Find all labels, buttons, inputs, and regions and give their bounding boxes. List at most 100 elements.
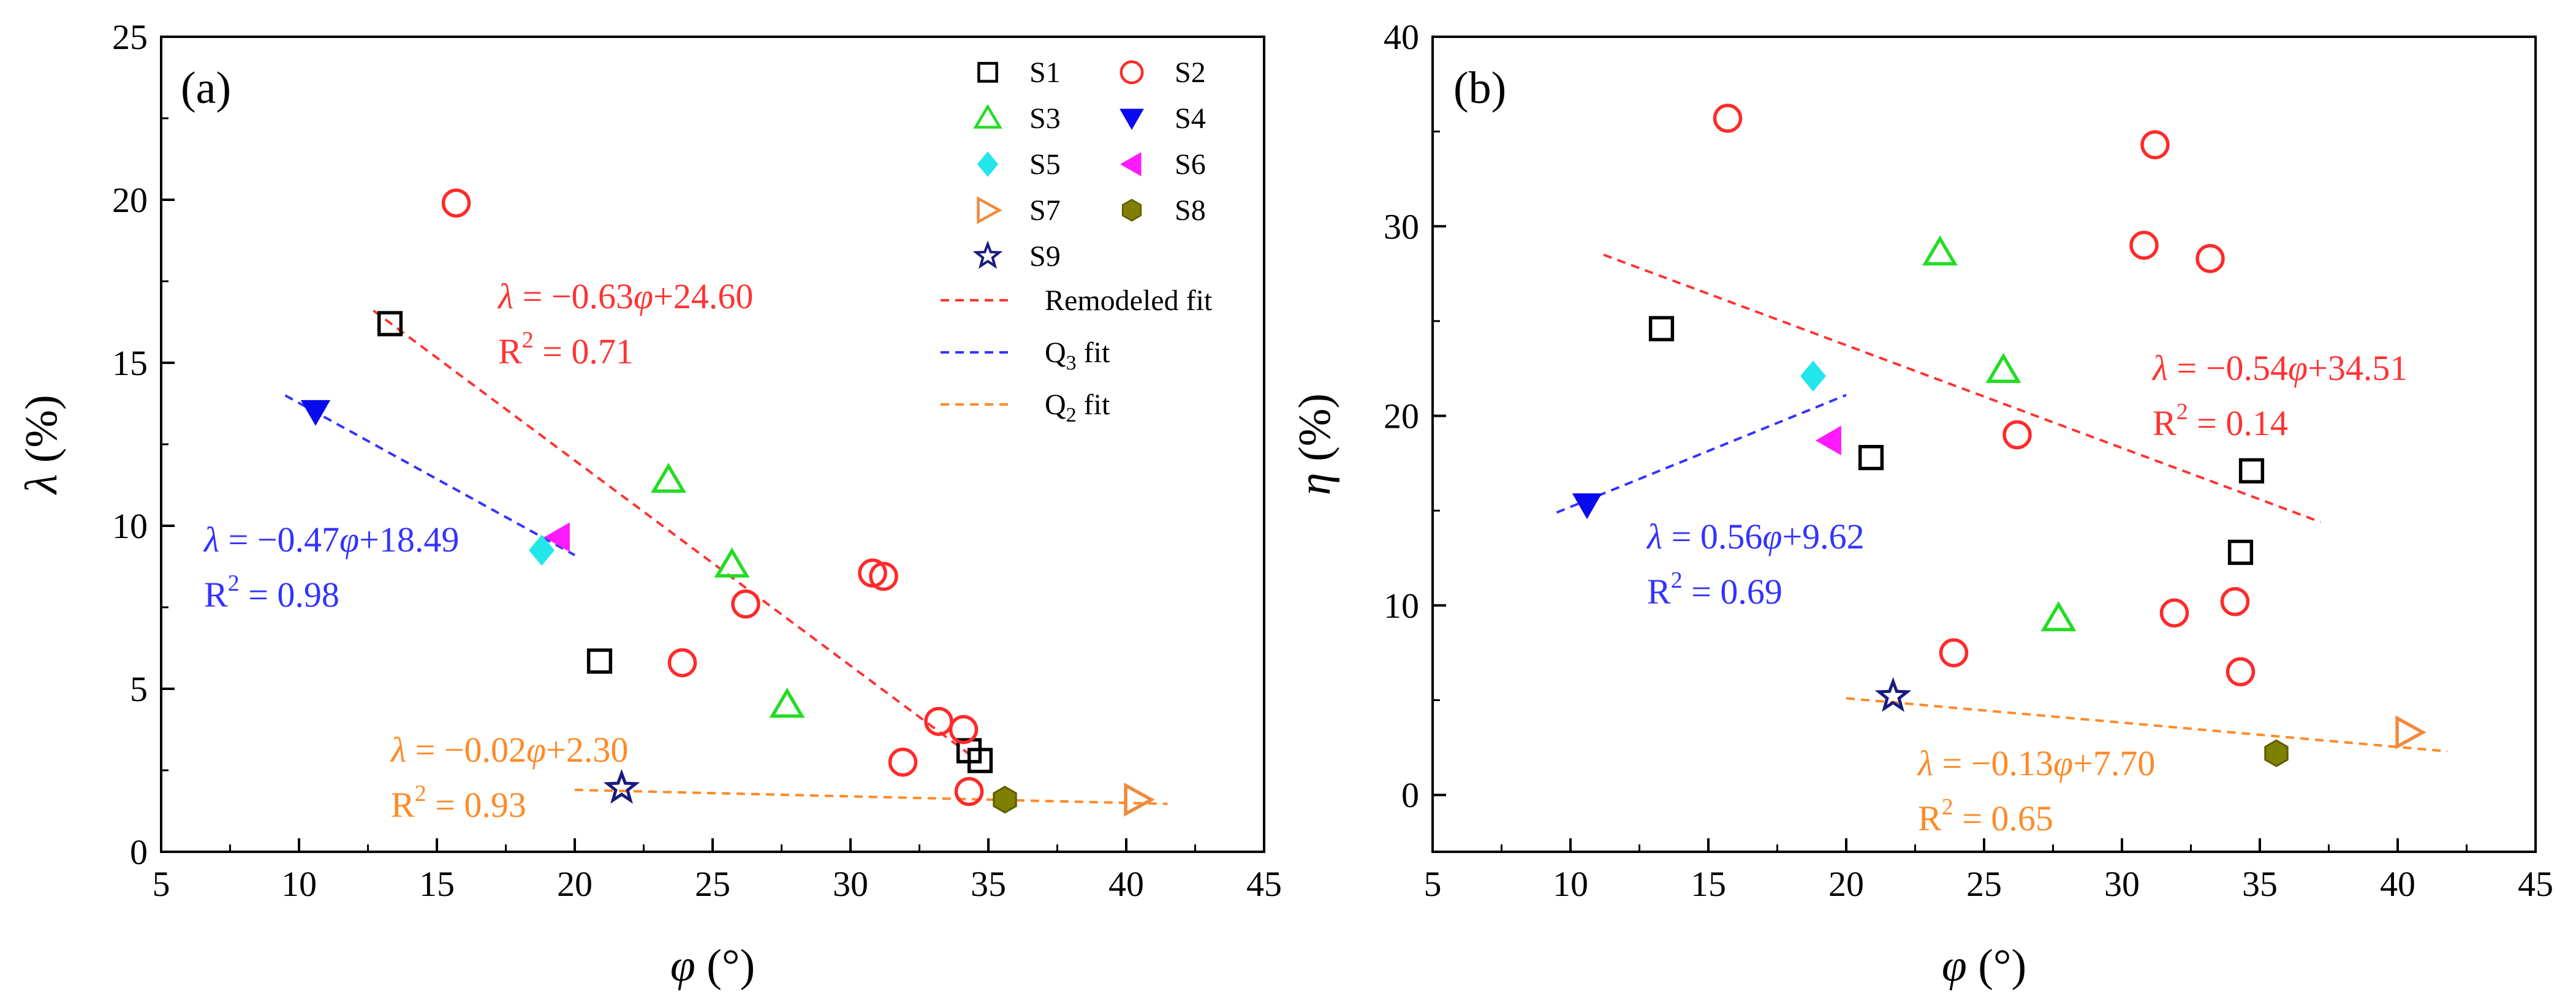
y-axis: 0 5 10 15 20 25 — [112, 17, 175, 872]
fit-lines — [1556, 253, 2448, 753]
point-s3 — [2040, 601, 2077, 632]
x-tick-label: 15 — [1691, 864, 1726, 904]
x-axis: 5 10 15 20 25 30 35 40 45 — [153, 838, 1282, 904]
x-axis: 5 10 15 20 25 30 35 40 45 — [1424, 838, 2553, 904]
point-s2 — [869, 561, 898, 591]
legend-entry-s4: S4 — [1119, 102, 1206, 135]
remodeled-r-squared: R2 = 0.14 — [2153, 399, 2288, 443]
y-tick-label: 0 — [1401, 775, 1419, 815]
legend-line-label: Remodeled fit — [1045, 284, 1213, 317]
legend-marker-s5 — [977, 151, 999, 177]
point-s2 — [1939, 638, 1969, 667]
plot-frame — [160, 36, 1265, 853]
point-s1 — [586, 648, 613, 674]
y-tick-label: 25 — [112, 17, 148, 57]
y-tick-label: 15 — [112, 343, 148, 383]
x-tick-label: 40 — [2380, 864, 2415, 904]
point-s9 — [1874, 677, 1912, 712]
legend-entry-s3: S3 — [973, 102, 1061, 135]
legend-line-entry-1: Q3 fit — [941, 336, 1110, 374]
x-tick-label: 35 — [2242, 864, 2278, 904]
point-s3 — [769, 688, 805, 718]
x-tick-label: 20 — [557, 864, 593, 904]
legend-marker-s9 — [972, 240, 1003, 269]
y-axis-label: λ (%) — [17, 395, 67, 495]
legend-entry-s6: S6 — [1120, 148, 1206, 181]
x-tick-label: 45 — [2518, 864, 2553, 904]
point-s2 — [441, 188, 471, 218]
y-tick-label: 5 — [130, 669, 148, 709]
panel-label: (a) — [181, 63, 231, 113]
y-tick-label: 40 — [1384, 17, 1419, 57]
legend-label-s8: S8 — [1175, 194, 1206, 227]
legend-entry-s1: S1 — [977, 56, 1061, 89]
point-s3 — [714, 547, 750, 578]
data-markers — [300, 188, 1155, 817]
point-s2 — [1713, 104, 1743, 133]
x-axis-label: φ (°) — [1942, 941, 2026, 991]
y-tick-label: 30 — [1384, 207, 1419, 246]
legend-marker-s4 — [1119, 108, 1144, 130]
legend-marker-s7 — [977, 196, 1002, 224]
x-tick-label: 45 — [1246, 864, 1282, 904]
q2-fit-equation: λ = −0.13φ+7.70 — [1917, 743, 2155, 783]
q2-fit-equation: λ = −0.02φ+2.30 — [390, 730, 628, 770]
point-s3 — [651, 463, 686, 493]
x-tick-label: 10 — [281, 864, 317, 904]
legend-label-s6: S6 — [1175, 148, 1206, 181]
legend-entry-s8: S8 — [1121, 194, 1206, 227]
legend-label-s5: S5 — [1029, 148, 1061, 181]
x-tick-label: 10 — [1553, 864, 1588, 904]
point-s3 — [1922, 235, 1958, 266]
point-s2 — [2226, 657, 2256, 686]
point-s1 — [2227, 539, 2254, 565]
point-s6 — [544, 522, 570, 552]
y-tick-label: 20 — [112, 180, 148, 220]
legend-entry-s9: S9 — [972, 240, 1061, 273]
q2-fit-line — [574, 788, 1168, 805]
x-tick-label: 5 — [153, 864, 170, 904]
point-s2 — [731, 589, 760, 619]
point-s3 — [1985, 352, 2021, 383]
legend-label-s2: S2 — [1175, 56, 1206, 89]
x-tick-label: 25 — [1966, 864, 2002, 904]
y-tick-label: 0 — [130, 832, 148, 872]
plot-frame — [1431, 36, 2537, 853]
x-tick-label: 35 — [971, 864, 1006, 904]
point-s4 — [300, 400, 331, 426]
y-tick-label: 10 — [112, 506, 148, 546]
x-tick-label: 30 — [833, 864, 868, 904]
legend-line-entry-2: Q2 fit — [941, 389, 1110, 427]
point-s6 — [1815, 425, 1841, 455]
legend-entry-s2: S2 — [1119, 56, 1206, 89]
x-axis-label: φ (°) — [670, 941, 755, 991]
legend-marker-s1 — [977, 62, 998, 83]
point-s7 — [2395, 715, 2426, 749]
point-s2 — [2129, 230, 2159, 260]
legend-marker-s6 — [1120, 152, 1142, 176]
q2-r-squared: R2 = 0.93 — [391, 781, 526, 825]
point-s1 — [1858, 445, 1884, 471]
point-s2 — [2220, 586, 2250, 616]
legend-label-s4: S4 — [1175, 102, 1206, 135]
remodeled-r-squared: R2 = 0.71 — [498, 327, 634, 371]
legend-label-s7: S7 — [1029, 194, 1061, 227]
legend-line-label: Q3 fit — [1045, 336, 1110, 374]
legend-label-s1: S1 — [1029, 56, 1061, 89]
x-tick-label: 15 — [419, 864, 455, 904]
remodeled-fit-equation: λ = −0.63φ+24.60 — [497, 276, 753, 316]
remodeled-fit-line — [373, 309, 970, 756]
panel-label: (b) — [1453, 63, 1506, 113]
legend-marker-s8 — [1121, 199, 1142, 222]
point-s1 — [2238, 458, 2265, 484]
fit-lines — [284, 309, 1168, 805]
point-s1 — [377, 311, 403, 336]
point-s5 — [529, 534, 555, 566]
point-s2 — [2159, 598, 2189, 628]
point-s1 — [967, 748, 993, 773]
x-tick-label: 25 — [695, 864, 730, 904]
legend-marker-s2 — [1119, 60, 1144, 85]
legend-entry-s7: S7 — [977, 194, 1061, 227]
